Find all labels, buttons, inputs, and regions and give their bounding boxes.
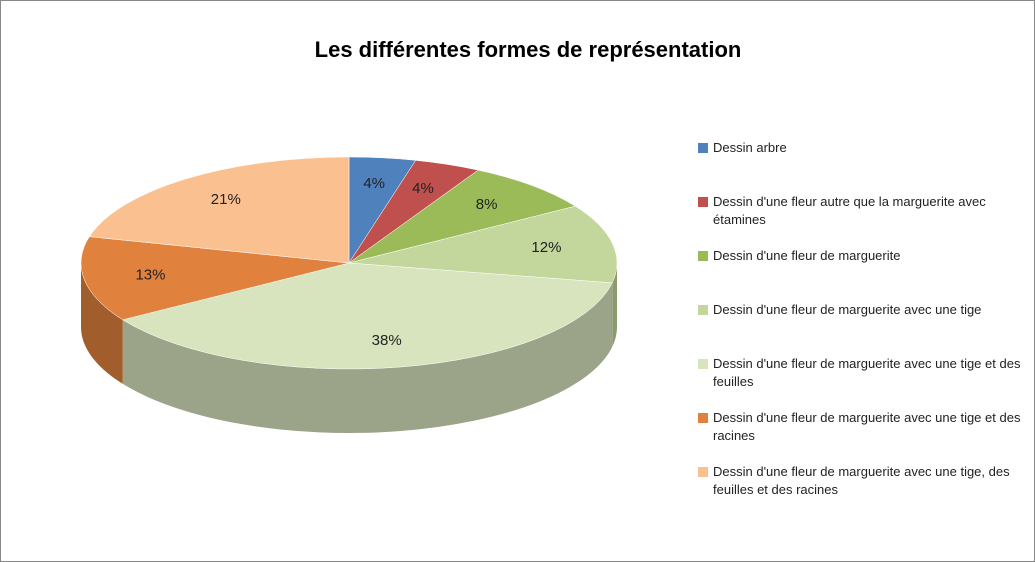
data-label: 8% (476, 196, 498, 213)
legend-label: Dessin d'une fleur autre que la margueri… (713, 194, 986, 227)
legend-item: Dessin d'une fleur de marguerite avec un… (698, 301, 1028, 355)
legend-label: Dessin d'une fleur de marguerite (713, 248, 901, 263)
legend-label: Dessin arbre (713, 140, 787, 155)
legend-item: Dessin arbre (698, 139, 1028, 193)
legend-swatch (698, 143, 708, 153)
pie-slice (348, 169, 576, 264)
pie-slice (348, 205, 618, 284)
data-label: 13% (135, 266, 165, 283)
pie-slice (122, 262, 613, 370)
legend-label: Dessin d'une fleur de marguerite avec un… (713, 356, 1021, 389)
legend-item: Dessin d'une fleur de marguerite (698, 247, 1028, 301)
pie-slice (80, 236, 350, 321)
legend-swatch (698, 413, 708, 423)
data-label: 38% (372, 332, 402, 349)
legend-label: Dessin d'une fleur de marguerite avec un… (713, 302, 982, 317)
data-label: 4% (363, 175, 385, 192)
legend-item: Dessin d'une fleur autre que la margueri… (698, 193, 1028, 247)
legend-item: Dessin d'une fleur de marguerite avec un… (698, 463, 1028, 517)
pie-side (612, 263, 617, 347)
legend-label: Dessin d'une fleur de marguerite avec un… (713, 410, 1021, 443)
legend-swatch (698, 251, 708, 261)
legend-item: Dessin d'une fleur de marguerite avec un… (698, 355, 1028, 409)
chart-title: Les différentes formes de représentation (315, 37, 742, 62)
legend-item: Dessin d'une fleur de marguerite avec un… (698, 409, 1028, 463)
legend-swatch (698, 359, 708, 369)
pie-side (81, 263, 123, 384)
legend: Dessin arbre Dessin d'une fleur autre que… (698, 139, 1028, 517)
data-label: 12% (531, 239, 561, 256)
pie-slice (88, 156, 350, 264)
pie-side (122, 282, 613, 434)
data-label: 4% (412, 180, 434, 197)
data-label: 21% (211, 191, 241, 208)
legend-label: Dessin d'une fleur de marguerite avec un… (713, 464, 1010, 497)
legend-swatch (698, 467, 708, 477)
legend-swatch (698, 305, 708, 315)
legend-swatch (698, 197, 708, 207)
